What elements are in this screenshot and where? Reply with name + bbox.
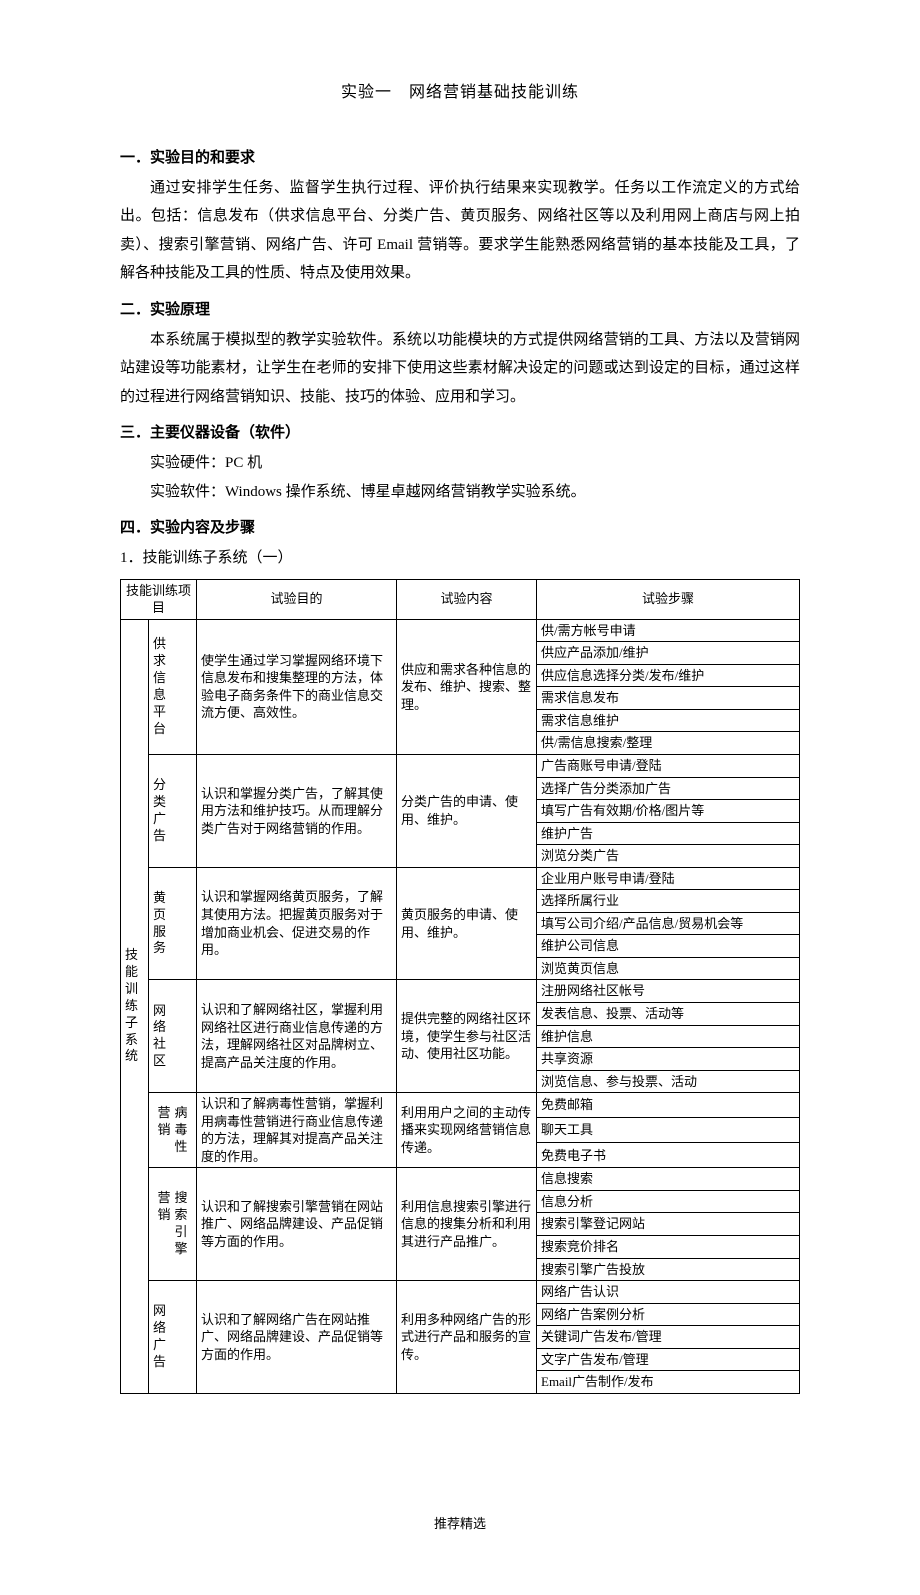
- table-step: 需求信息发布: [537, 687, 800, 710]
- table-step: 聊天工具: [537, 1118, 800, 1143]
- table-step: 维护广告: [537, 822, 800, 845]
- table-project-label: 营销搜索引擎: [149, 1168, 197, 1281]
- table-step: 供/需信息搜索/整理: [537, 732, 800, 755]
- table-step: 供/需方帐号申请: [537, 619, 800, 642]
- section-1-heading: 一．实验目的和要求: [120, 146, 800, 170]
- table-purpose: 认识和了解搜索引擎营销在网站推广、网络品牌建设、产品促销等方面的作用。: [197, 1168, 397, 1281]
- table-purpose: 认识和掌握分类广告，了解其使用方法和维护技巧。从而理解分类广告对于网络营销的作用…: [197, 754, 397, 867]
- table-step: 浏览黄页信息: [537, 957, 800, 980]
- table-step: 注册网络社区帐号: [537, 980, 800, 1003]
- table-row: 网络广告认识和了解网络广告在网站推广、网络品牌建设、产品促销等方面的作用。利用多…: [121, 1281, 800, 1304]
- table-purpose: 认识和了解病毒性营销，掌握利用病毒性营销进行商业信息传递的方法，理解其对提高产品…: [197, 1093, 397, 1168]
- col-header-purpose: 试验目的: [197, 579, 397, 619]
- table-purpose: 使学生通过学习掌握网络环境下信息发布和搜集整理的方法，体验电子商务条件下的商业信…: [197, 619, 397, 754]
- section-2-heading: 二．实验原理: [120, 298, 800, 322]
- table-step: 填写公司介绍/产品信息/贸易机会等: [537, 912, 800, 935]
- section-4-sub1: 1．技能训练子系统（一）: [120, 544, 800, 573]
- table-purpose: 认识和掌握网络黄页服务，了解其使用方法。把握黄页服务对于增加商业机会、促进交易的…: [197, 867, 397, 980]
- section-3-heading: 三．主要仪器设备（软件）: [120, 421, 800, 445]
- table-row: 营销病毒性认识和了解病毒性营销，掌握利用病毒性营销进行商业信息传递的方法，理解其…: [121, 1093, 800, 1118]
- table-step: 供应信息选择分类/发布/维护: [537, 664, 800, 687]
- table-purpose: 认识和了解网络社区，掌握利用网络社区进行商业信息传递的方法，理解网络社区对品牌树…: [197, 980, 397, 1093]
- page-footer: 推荐精选: [120, 1514, 800, 1535]
- table-step: 搜索引擎广告投放: [537, 1258, 800, 1281]
- table-project-label: 网络社区: [149, 980, 197, 1093]
- table-step: 搜索引擎登记网站: [537, 1213, 800, 1236]
- table-content: 供应和需求各种信息的发布、维护、搜索、整理。: [397, 619, 537, 754]
- table-step: 需求信息维护: [537, 709, 800, 732]
- col-header-content: 试验内容: [397, 579, 537, 619]
- table-step: 广告商账号申请/登陆: [537, 754, 800, 777]
- table-project-label: 网络广告: [149, 1281, 197, 1394]
- table-row: 黄页服务认识和掌握网络黄页服务，了解其使用方法。把握黄页服务对于增加商业机会、促…: [121, 867, 800, 890]
- table-project-label: 营销病毒性: [149, 1093, 197, 1168]
- table-content: 提供完整的网络社区环境，使学生参与社区活动、使用社区功能。: [397, 980, 537, 1093]
- table-step: 选择所属行业: [537, 890, 800, 913]
- table-step: Email广告制作/发布: [537, 1371, 800, 1394]
- table-step: 选择广告分类添加广告: [537, 777, 800, 800]
- table-step: 维护信息: [537, 1025, 800, 1048]
- table-step: 网络广告案例分析: [537, 1303, 800, 1326]
- table-row: 营销搜索引擎认识和了解搜索引擎营销在网站推广、网络品牌建设、产品促销等方面的作用…: [121, 1168, 800, 1191]
- table-row: 网络社区认识和了解网络社区，掌握利用网络社区进行商业信息传递的方法，理解网络社区…: [121, 980, 800, 1003]
- document-title: 实验一 网络营销基础技能训练: [120, 80, 800, 106]
- table-step: 文字广告发布/管理: [537, 1348, 800, 1371]
- table-project-label: 供求信息平台: [149, 619, 197, 754]
- table-step: 浏览分类广告: [537, 845, 800, 868]
- table-step: 关键词广告发布/管理: [537, 1326, 800, 1349]
- table-step: 免费邮箱: [537, 1093, 800, 1118]
- section-4-heading: 四．实验内容及步骤: [120, 516, 800, 540]
- table-step: 共享资源: [537, 1048, 800, 1071]
- table-step: 供应产品添加/维护: [537, 642, 800, 665]
- table-step: 浏览信息、参与投票、活动: [537, 1070, 800, 1093]
- col-header-steps: 试验步骤: [537, 579, 800, 619]
- table-row: 技能训练子系统供求信息平台使学生通过学习掌握网络环境下信息发布和搜集整理的方法，…: [121, 619, 800, 642]
- table-step: 填写广告有效期/价格/图片等: [537, 800, 800, 823]
- section-3-line2: 实验软件：Windows 操作系统、博星卓越网络营销教学实验系统。: [120, 478, 800, 507]
- table-step: 免费电子书: [537, 1143, 800, 1168]
- col-header-project: 技能训练项目: [121, 579, 197, 619]
- table-step: 搜索竞价排名: [537, 1236, 800, 1259]
- section-1-body: 通过安排学生任务、监督学生执行过程、评价执行结果来实现教学。任务以工作流定义的方…: [120, 174, 800, 288]
- table-step: 企业用户账号申请/登陆: [537, 867, 800, 890]
- table-content: 黄页服务的申请、使用、维护。: [397, 867, 537, 980]
- section-2-body: 本系统属于模拟型的教学实验软件。系统以功能模块的方式提供网络营销的工具、方法以及…: [120, 326, 800, 412]
- table-project-label: 技能训练子系统: [121, 619, 149, 1393]
- table-content: 利用信息搜索引擎进行信息的搜集分析和利用其进行产品推广。: [397, 1168, 537, 1281]
- table-content: 利用多种网络广告的形式进行产品和服务的宣传。: [397, 1281, 537, 1394]
- section-3-line1: 实验硬件：PC 机: [120, 449, 800, 478]
- skills-table: 技能训练项目试验目的试验内容试验步骤技能训练子系统供求信息平台使学生通过学习掌握…: [120, 579, 800, 1394]
- table-content: 利用用户之间的主动传播来实现网络营销信息传递。: [397, 1093, 537, 1168]
- table-step: 信息分析: [537, 1190, 800, 1213]
- table-step: 网络广告认识: [537, 1281, 800, 1304]
- table-purpose: 认识和了解网络广告在网站推广、网络品牌建设、产品促销等方面的作用。: [197, 1281, 397, 1394]
- table-content: 分类广告的申请、使用、维护。: [397, 754, 537, 867]
- table-row: 分类广告认识和掌握分类广告，了解其使用方法和维护技巧。从而理解分类广告对于网络营…: [121, 754, 800, 777]
- table-step: 发表信息、投票、活动等: [537, 1002, 800, 1025]
- table-project-label: 分类广告: [149, 754, 197, 867]
- table-step: 信息搜索: [537, 1168, 800, 1191]
- table-project-label: 黄页服务: [149, 867, 197, 980]
- table-step: 维护公司信息: [537, 935, 800, 958]
